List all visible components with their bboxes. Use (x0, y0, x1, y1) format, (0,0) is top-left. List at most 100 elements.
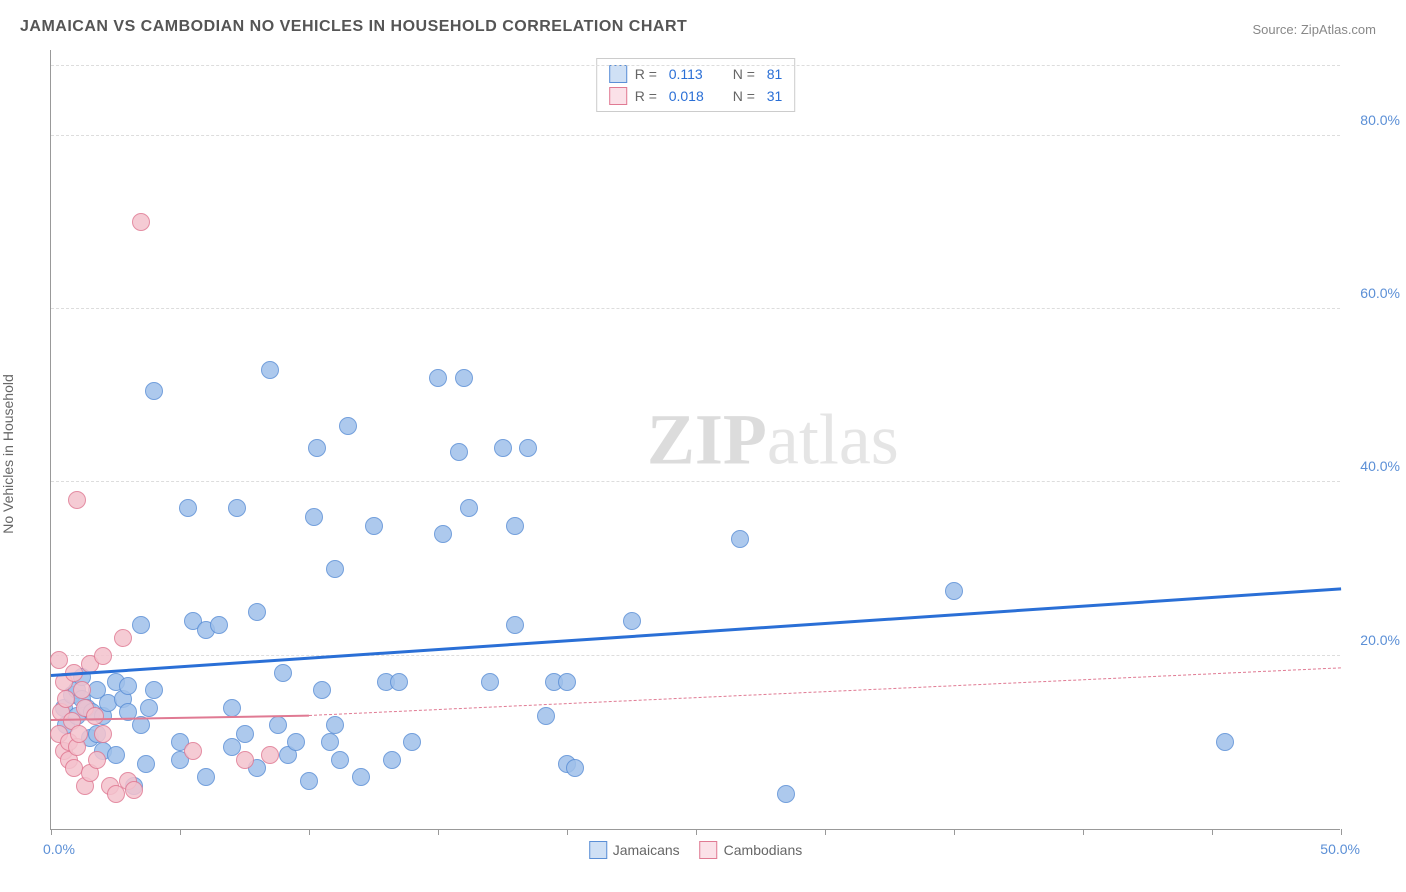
y-tick-label: 60.0% (1360, 285, 1400, 301)
n-label: N = (733, 88, 759, 104)
data-point (114, 629, 132, 647)
source-attribution: Source: ZipAtlas.com (1252, 22, 1376, 37)
data-point (145, 681, 163, 699)
x-tick-mark (309, 829, 310, 835)
data-point (481, 673, 499, 691)
data-point (305, 508, 323, 526)
data-point (455, 369, 473, 387)
y-axis-label: No Vehicles in Household (0, 374, 16, 534)
legend-item: Jamaicans (589, 841, 680, 859)
data-point (460, 499, 478, 517)
chart-title: JAMAICAN VS CAMBODIAN NO VEHICLES IN HOU… (20, 18, 687, 36)
data-point (137, 755, 155, 773)
data-point (261, 746, 279, 764)
data-point (50, 651, 68, 669)
plot-area: ZIPatlas R =0.113N =81R =0.018N =31 Jama… (50, 50, 1340, 830)
data-point (623, 612, 641, 630)
gridline (51, 308, 1340, 309)
data-point (331, 751, 349, 769)
source-prefix: Source: (1252, 22, 1300, 37)
trend-line (51, 588, 1341, 678)
data-point (494, 439, 512, 457)
legend-label: Cambodians (724, 842, 803, 858)
data-point (132, 616, 150, 634)
x-tick-mark (438, 829, 439, 835)
data-point (383, 751, 401, 769)
y-tick-label: 80.0% (1360, 112, 1400, 128)
r-label: R = (635, 66, 661, 82)
data-point (537, 707, 555, 725)
legend-item: Cambodians (700, 841, 803, 859)
data-point (434, 525, 452, 543)
data-point (566, 759, 584, 777)
data-point (339, 417, 357, 435)
data-point (68, 491, 86, 509)
data-point (125, 781, 143, 799)
legend-swatch (700, 841, 718, 859)
data-point (228, 499, 246, 517)
data-point (140, 699, 158, 717)
data-point (313, 681, 331, 699)
x-tick-label-max: 50.0% (1320, 841, 1360, 857)
data-point (321, 733, 339, 751)
data-point (88, 751, 106, 769)
data-point (197, 768, 215, 786)
x-tick-mark (1341, 829, 1342, 835)
data-point (236, 725, 254, 743)
gridline (51, 481, 1340, 482)
data-point (184, 742, 202, 760)
data-point (519, 439, 537, 457)
x-tick-mark (696, 829, 697, 835)
n-label: N = (733, 66, 759, 82)
data-point (274, 664, 292, 682)
data-point (73, 681, 91, 699)
data-point (248, 603, 266, 621)
r-label: R = (635, 88, 661, 104)
legend-swatch (609, 87, 627, 105)
data-point (269, 716, 287, 734)
data-point (506, 616, 524, 634)
y-tick-label: 20.0% (1360, 632, 1400, 648)
data-point (308, 439, 326, 457)
data-point (403, 733, 421, 751)
data-point (777, 785, 795, 803)
data-point (210, 616, 228, 634)
bottom-legend: Jamaicans Cambodians (589, 841, 803, 859)
data-point (94, 647, 112, 665)
data-point (107, 746, 125, 764)
data-point (287, 733, 305, 751)
data-point (236, 751, 254, 769)
watermark-rest: atlas (767, 399, 899, 479)
x-tick-mark (825, 829, 826, 835)
y-tick-label: 40.0% (1360, 458, 1400, 474)
n-value: 31 (767, 88, 783, 104)
r-legend-row: R = 0.018 N = 31 (609, 85, 783, 107)
data-point (352, 768, 370, 786)
data-point (945, 582, 963, 600)
data-point (1216, 733, 1234, 751)
data-point (450, 443, 468, 461)
data-point (132, 213, 150, 231)
data-point (70, 725, 88, 743)
gridline (51, 655, 1340, 656)
data-point (119, 677, 137, 695)
r-value: 0.113 (669, 66, 717, 82)
legend-swatch (589, 841, 607, 859)
x-tick-mark (1212, 829, 1213, 835)
watermark-bold: ZIP (647, 399, 767, 479)
gridline (51, 65, 1340, 66)
r-value: 0.018 (669, 88, 717, 104)
data-point (429, 369, 447, 387)
x-tick-mark (1083, 829, 1084, 835)
source-link[interactable]: ZipAtlas.com (1301, 22, 1376, 37)
data-point (94, 725, 112, 743)
trend-line (309, 668, 1341, 717)
data-point (326, 560, 344, 578)
x-tick-mark (180, 829, 181, 835)
chart-container: JAMAICAN VS CAMBODIAN NO VEHICLES IN HOU… (0, 0, 1406, 892)
legend-label: Jamaicans (613, 842, 680, 858)
data-point (731, 530, 749, 548)
legend-swatch (609, 65, 627, 83)
x-tick-mark (51, 829, 52, 835)
x-tick-label-min: 0.0% (43, 841, 75, 857)
